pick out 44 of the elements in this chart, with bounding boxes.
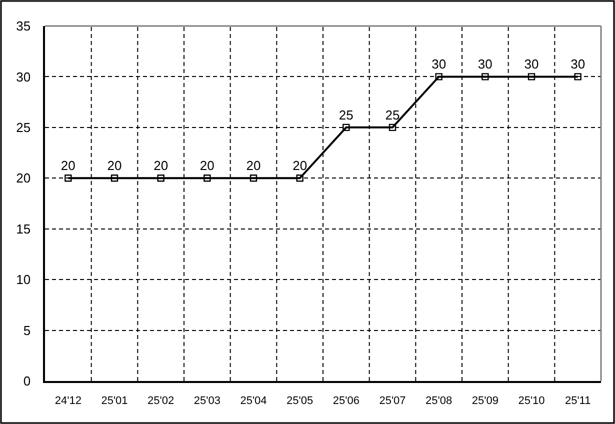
- y-tick-label: 0: [23, 374, 31, 389]
- x-tick-label: 25'05: [286, 394, 314, 407]
- x-tick-label: 25'04: [240, 394, 267, 407]
- point: [296, 174, 304, 182]
- y-tick-label: 10: [16, 272, 31, 288]
- point: [574, 73, 582, 80]
- data-label: 20: [154, 158, 168, 174]
- y-tick-label: 25: [16, 120, 31, 135]
- point: [204, 174, 211, 182]
- point: [64, 174, 72, 182]
- x-tick-label: 25'06: [332, 394, 360, 407]
- data-label: 20: [200, 158, 214, 174]
- x-tick-label: 25'09: [472, 394, 498, 407]
- x-tick-label: 25'11: [564, 394, 591, 407]
- x-tick-label: 25'02: [148, 394, 174, 407]
- data-label: 20: [246, 158, 261, 174]
- data-label: 30: [432, 56, 446, 72]
- data-label: 30: [524, 56, 539, 72]
- point: [110, 174, 118, 182]
- x-tick-label: 25'03: [194, 394, 220, 407]
- y-tick-label: 15: [16, 221, 31, 236]
- point: [528, 73, 536, 80]
- data-label: 20: [107, 158, 122, 174]
- point: [482, 73, 489, 80]
- x-tick-label: 25'07: [379, 394, 406, 407]
- y-tick-label: 30: [16, 69, 31, 84]
- data-label: 20: [292, 158, 308, 174]
- data-label: 20: [60, 158, 76, 174]
- point: [435, 73, 442, 80]
- x-tick-label: 25'08: [426, 394, 452, 407]
- y-tick-label: 20: [16, 170, 31, 186]
- y-tick-label: 35: [16, 18, 31, 34]
- data-label: 25: [385, 107, 400, 122]
- x-tick-label: 24'12: [54, 394, 82, 407]
- point: [388, 124, 396, 132]
- point: [342, 124, 350, 132]
- y-tick-label: 5: [23, 322, 31, 338]
- point: [250, 174, 258, 182]
- data-label: 25: [338, 107, 354, 122]
- x-tick-label: 25'10: [518, 394, 545, 407]
- data-label: 30: [570, 56, 586, 72]
- point: [157, 174, 164, 182]
- data-label: 30: [478, 56, 492, 72]
- x-tick-label: 25'01: [101, 394, 128, 407]
